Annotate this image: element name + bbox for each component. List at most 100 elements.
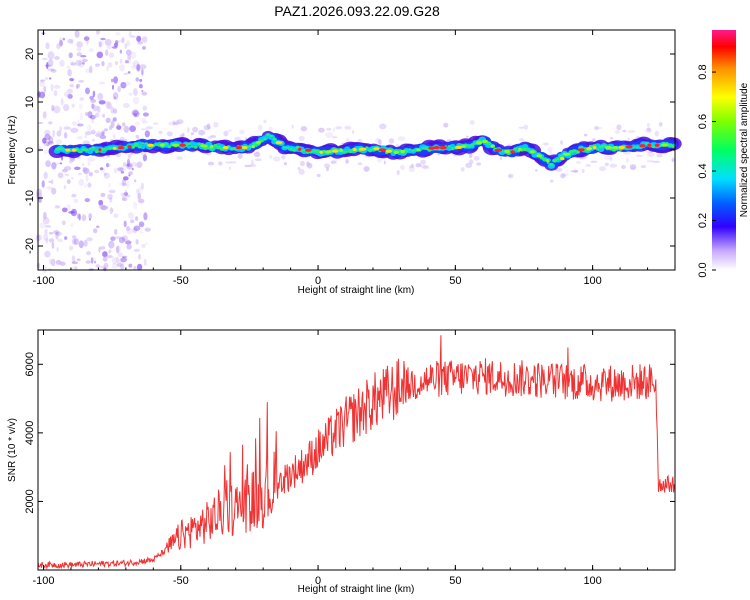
- heatmap-speckle: [145, 242, 148, 245]
- heatmap-halo: [573, 169, 579, 173]
- heatmap-halo: [223, 130, 229, 137]
- heatmap-speckle: [37, 122, 43, 124]
- spectrogram-y-tick-label: -10: [24, 190, 36, 206]
- heatmap-speckle: [78, 178, 85, 186]
- heatmap-peak-cell: [373, 147, 380, 151]
- heatmap-halo: [627, 130, 636, 133]
- heatmap-speckle: [98, 246, 101, 253]
- heatmap-peak-cell: [159, 143, 165, 147]
- heatmap-speckle: [94, 169, 100, 174]
- heatmap-ridge-cell: [486, 141, 491, 145]
- colorbar-gradient: [712, 30, 736, 270]
- heatmap-halo: [647, 122, 650, 128]
- heatmap-speckle: [133, 108, 139, 114]
- heatmap-halo: [158, 130, 163, 135]
- heatmap-speckle: [123, 192, 129, 196]
- heatmap-ridge-cell: [556, 157, 560, 161]
- heatmap-speckle: [79, 97, 84, 101]
- heatmap-speckle: [131, 109, 139, 116]
- heatmap-speckle: [74, 30, 80, 38]
- heatmap-halo: [411, 163, 414, 167]
- heatmap-ridge-cell: [193, 145, 198, 149]
- heatmap-halo: [535, 169, 538, 172]
- heatmap-ridge-cell: [272, 137, 277, 141]
- heatmap-speckle: [40, 79, 46, 82]
- heatmap-speckle: [115, 40, 119, 44]
- heatmap-halo: [299, 160, 305, 167]
- heatmap-speckle: [106, 65, 109, 72]
- heatmap-peak-cell: [324, 150, 333, 154]
- heatmap-speckle: [103, 172, 111, 179]
- heatmap-peak-cell: [586, 147, 593, 151]
- heatmap-ridge-cell: [345, 150, 349, 153]
- heatmap-speckle: [80, 55, 87, 58]
- heatmap-speckle: [141, 36, 148, 43]
- heatmap-speckle: [75, 59, 82, 67]
- heatmap-peak-cell: [639, 144, 646, 148]
- heatmap-speckle: [133, 88, 138, 96]
- spectrogram-y-tick-label: 20: [24, 48, 36, 60]
- heatmap-speckle: [122, 176, 129, 181]
- heatmap-speckle: [77, 61, 83, 66]
- heatmap-speckle: [95, 29, 101, 35]
- heatmap-peak-cell: [416, 148, 420, 152]
- heatmap-peak-cell: [147, 143, 155, 147]
- heatmap-speckle: [98, 204, 106, 210]
- heatmap-halo: [172, 122, 178, 125]
- heatmap-ridge-cell: [368, 149, 373, 153]
- heatmap-halo: [518, 126, 524, 129]
- heatmap-ridge-cell: [365, 146, 369, 149]
- heatmap-ridge-cell: [130, 145, 136, 149]
- heatmap-speckle: [116, 245, 121, 253]
- heatmap-speckle: [60, 98, 64, 106]
- heatmap-speckle: [104, 38, 112, 46]
- heatmap-speckle: [122, 197, 128, 201]
- heatmap-ridge-cell: [289, 148, 293, 151]
- heatmap-speckle: [136, 63, 141, 71]
- heatmap-speckle: [59, 162, 63, 165]
- heatmap-speckle: [41, 180, 45, 188]
- heatmap-peak-cell: [98, 148, 102, 152]
- heatmap-ridge-cell: [569, 149, 574, 154]
- heatmap-speckle: [95, 264, 100, 268]
- heatmap-ridge-cell: [269, 134, 273, 138]
- heatmap-peak-cell: [305, 148, 312, 152]
- heatmap-halo: [209, 135, 217, 138]
- heatmap-speckle: [51, 241, 55, 249]
- heatmap-halo: [179, 134, 185, 138]
- heatmap-ridge-cell: [312, 149, 317, 153]
- heatmap-ridge-cell: [88, 147, 92, 150]
- heatmap-peak-cell: [562, 152, 571, 156]
- heatmap-halo: [346, 138, 350, 142]
- heatmap-halo: [604, 155, 612, 160]
- heatmap-speckle: [133, 248, 140, 252]
- heatmap-speckle: [76, 52, 82, 57]
- heatmap-speckle: [138, 221, 145, 228]
- heatmap-peak-cell: [255, 140, 262, 145]
- heatmap-speckle: [88, 47, 94, 53]
- heatmap-ridge-cell: [286, 146, 290, 150]
- heatmap-speckle: [100, 205, 108, 211]
- heatmap-ridge-cell: [447, 145, 451, 148]
- heatmap-halo: [575, 161, 582, 164]
- heatmap-ridge-cell: [521, 144, 529, 149]
- heatmap-halo: [69, 158, 73, 164]
- heatmap-speckle: [131, 161, 137, 167]
- heatmap-ridge-cell: [187, 142, 191, 146]
- heatmap-speckle: [135, 162, 142, 168]
- heatmap-speckle: [91, 103, 95, 109]
- heatmap-halo: [316, 174, 321, 177]
- heatmap-speckle: [92, 105, 99, 112]
- heatmap-ridge-cell: [411, 149, 415, 152]
- heatmap-ridge-cell: [85, 148, 89, 152]
- heatmap-speckle: [98, 100, 106, 105]
- heatmap-speckle: [121, 196, 126, 201]
- heatmap-halo: [326, 127, 332, 131]
- heatmap-speckle: [69, 78, 75, 82]
- heatmap-speckle: [47, 68, 55, 72]
- heatmap-speckle: [54, 204, 60, 210]
- heatmap-speckle: [99, 134, 107, 140]
- heatmap-peak-cell: [494, 148, 503, 152]
- heatmap-halo: [507, 173, 514, 179]
- heatmap-speckle: [116, 125, 122, 130]
